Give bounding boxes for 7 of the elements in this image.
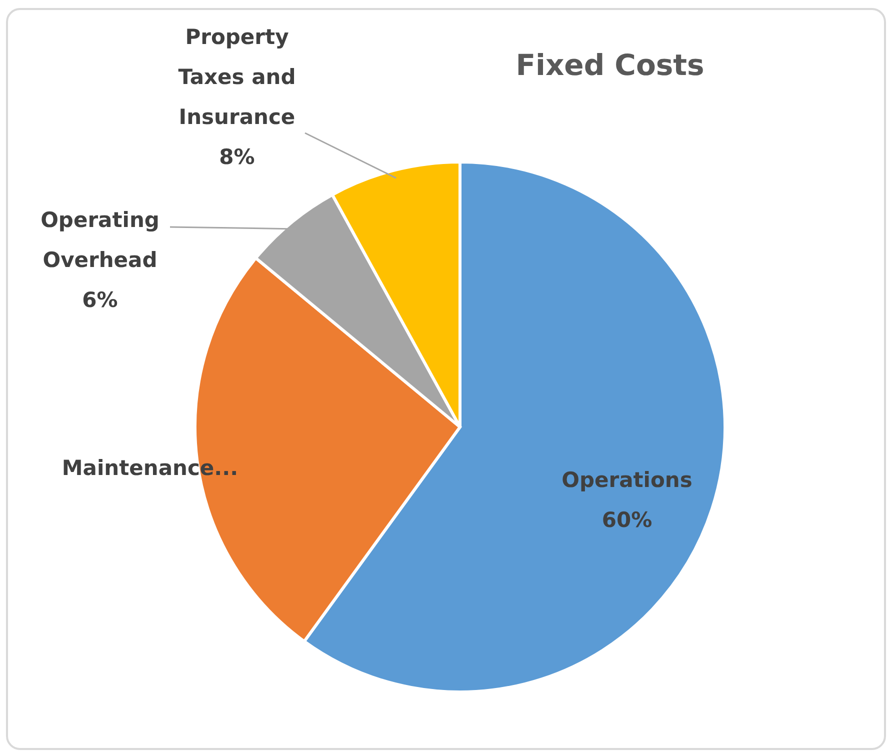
data-label: 60% xyxy=(602,508,652,532)
slice-label: Property Taxes and Insurance xyxy=(178,25,296,129)
data-label: 6% xyxy=(82,288,118,312)
data-label: 8% xyxy=(219,145,255,169)
slice-label: Operations xyxy=(562,468,692,492)
text: Fixed Costs xyxy=(516,48,704,82)
slice-label: Operating Overhead xyxy=(40,208,160,272)
